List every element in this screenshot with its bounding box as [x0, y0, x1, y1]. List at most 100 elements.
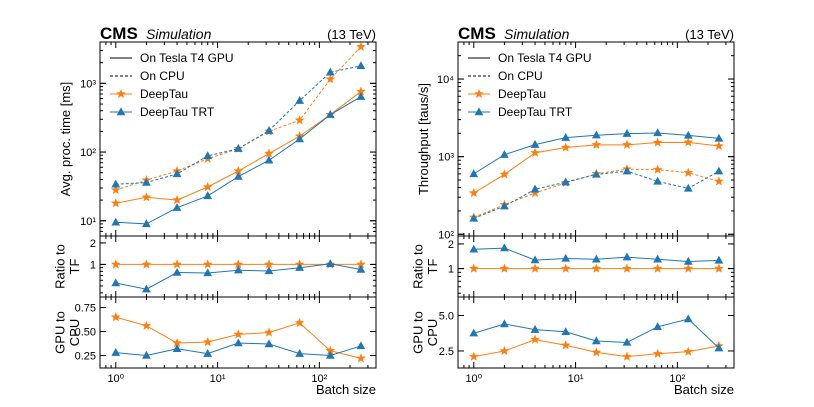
data-point — [325, 67, 335, 76]
data-point — [500, 319, 509, 328]
series-line — [115, 65, 362, 185]
y-tick-label: 10¹ — [80, 216, 96, 228]
data-point — [683, 256, 693, 265]
data-point — [714, 263, 724, 273]
data-point — [683, 346, 694, 356]
legend-label: On Tesla T4 GPU — [498, 51, 592, 65]
data-point — [530, 139, 540, 148]
data-point — [264, 148, 274, 158]
data-point — [714, 255, 724, 264]
x-axis-label: Batch size — [316, 382, 376, 397]
panel-frame — [99, 296, 377, 369]
y-tick-label: 2 — [448, 239, 454, 251]
data-point — [233, 338, 243, 347]
x-tick-label: 10⁰ — [107, 373, 124, 385]
data-point — [325, 350, 335, 359]
data-point — [530, 184, 540, 193]
y-axis-label: GPU toCPU — [53, 311, 82, 354]
legend-label: DeepTau TRT — [498, 105, 573, 119]
data-point — [499, 345, 510, 356]
data-point — [622, 263, 632, 273]
data-point — [530, 255, 540, 264]
data-point — [356, 264, 366, 273]
data-point — [110, 259, 121, 269]
data-point — [683, 183, 693, 192]
data-point — [499, 263, 510, 273]
series-line — [473, 170, 720, 219]
legend-entry: On Tesla T4 GPU — [468, 51, 592, 65]
data-point — [172, 344, 182, 353]
legend-marker — [116, 88, 126, 99]
data-point — [172, 259, 182, 269]
legend-label: DeepTau — [498, 87, 546, 101]
legend-label: DeepTau TRT — [140, 105, 215, 119]
series-line — [115, 46, 362, 191]
data-point — [500, 150, 509, 158]
data-point — [110, 311, 121, 322]
data-point — [499, 169, 510, 179]
data-point — [142, 177, 151, 186]
y-tick-label: 0.50 — [75, 327, 96, 339]
data-point — [203, 191, 213, 200]
data-point — [356, 41, 366, 52]
data-point — [653, 254, 663, 263]
data-point — [203, 151, 213, 160]
data-point — [295, 349, 305, 357]
y-tick-label: 10³ — [438, 152, 454, 164]
data-point — [591, 169, 601, 178]
y-axis-label: Throughput [taus/s] — [416, 83, 431, 195]
y-axis-label: GPU toCPU — [411, 311, 440, 354]
data-point — [294, 317, 305, 328]
data-point — [561, 253, 571, 262]
data-point — [141, 192, 152, 202]
data-point — [622, 337, 632, 346]
simulation-label: Simulation — [504, 26, 570, 42]
y-tick-label: 2 — [90, 238, 96, 250]
data-point — [622, 139, 632, 150]
y-tick-label: 10² — [80, 147, 96, 159]
y-axis-label-line: CPU — [425, 319, 440, 346]
panel-main: 10¹ 10² 10³ Avg. proc. time [ms] — [58, 41, 377, 237]
data-point — [172, 169, 182, 178]
data-point — [142, 219, 151, 228]
data-point — [172, 267, 182, 276]
data-point — [591, 139, 602, 150]
data-point — [560, 142, 571, 152]
y-axis-label-line: CPU — [67, 319, 82, 346]
chart-right: 10² 10³ 10⁴ Throughput [taus/s] 1 2 Ratio toTF… — [411, 24, 735, 397]
data-point — [295, 96, 305, 104]
data-point — [468, 351, 479, 361]
data-point — [714, 166, 724, 175]
data-point — [468, 187, 479, 198]
y-axis-label: Avg. proc. time [ms] — [58, 82, 73, 197]
data-point — [142, 284, 151, 293]
panel-main: 10² 10³ 10⁴ Throughput [taus/s] — [416, 41, 735, 241]
legend-label: On CPU — [498, 69, 543, 83]
x-tick-label: 10¹ — [210, 373, 226, 385]
data-point — [591, 263, 602, 273]
data-point — [591, 254, 601, 263]
energy-label: (13 TeV) — [327, 27, 376, 42]
data-point — [233, 329, 244, 339]
data-point — [295, 134, 305, 143]
cms-label: CMS — [458, 24, 496, 43]
data-point — [500, 243, 509, 252]
legend-entry: On CPU — [110, 69, 185, 83]
x-tick-label: 10² — [311, 373, 327, 385]
data-point — [530, 147, 540, 158]
y-axis-label: Ratio toTF — [53, 244, 82, 289]
y-axis-label-line: GPU to — [411, 311, 426, 354]
data-point — [560, 340, 571, 350]
legend-entry: DeepTau TRT — [110, 105, 215, 119]
data-point — [500, 201, 509, 210]
data-point — [294, 115, 305, 125]
x-tick-label: 10² — [669, 373, 685, 385]
data-point — [356, 341, 366, 350]
data-point — [714, 176, 724, 186]
data-point — [469, 169, 479, 178]
data-point — [295, 263, 305, 271]
data-point — [468, 263, 479, 273]
data-point — [652, 263, 663, 273]
